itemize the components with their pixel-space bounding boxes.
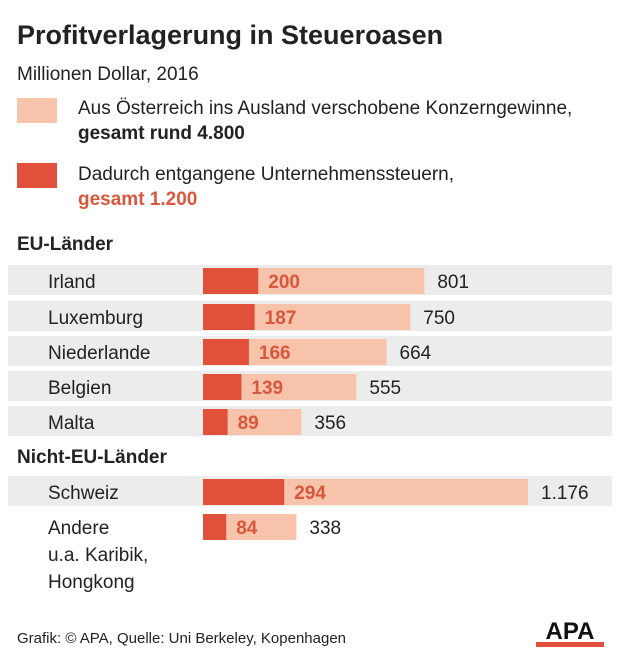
category-label: Niederlande: [48, 343, 150, 364]
legend-label-taxes: Dadurch entgangene Unternehmenssteuern,: [78, 164, 455, 185]
chart-title: Profitverlagerung in Steueroasen: [17, 20, 444, 50]
category-label: Irland: [48, 272, 96, 293]
profit-value-label: 555: [369, 378, 401, 399]
profit-value-label: 801: [437, 272, 469, 293]
legend-item-profits: Aus Österreich ins Ausland verschobene K…: [78, 96, 572, 146]
category-label: Belgien: [48, 378, 111, 399]
bar-tax: [203, 339, 249, 365]
profit-value-label: 1.176: [541, 483, 589, 504]
tax-value-label: 187: [265, 308, 297, 329]
legend-swatch-profits: [17, 98, 57, 123]
row-background: [8, 406, 612, 436]
profit-value-label: 356: [314, 413, 346, 434]
category-label: Andere u.a. Karibik, Hongkong: [48, 518, 148, 593]
legend-item-taxes: Dadurch entgangene Unternehmenssteuern, …: [78, 162, 454, 212]
tax-value-label: 89: [238, 413, 259, 434]
category-label: Schweiz: [48, 483, 119, 504]
section-title-non-eu: Nicht-EU-Länder: [17, 447, 167, 468]
tax-value-label: 139: [251, 378, 283, 399]
legend-total-profits: gesamt rund 4.800: [78, 123, 245, 144]
legend-total-taxes: gesamt 1.200: [78, 189, 198, 210]
apa-logo: APA: [536, 618, 604, 647]
section-title-eu: EU-Länder: [17, 234, 114, 255]
profit-value-label: 664: [400, 343, 432, 364]
apa-logo-text: APA: [546, 618, 595, 645]
legend-label-profits: Aus Österreich ins Ausland verschobene K…: [78, 98, 573, 119]
chart-subtitle: Millionen Dollar, 2016: [17, 64, 199, 85]
legend-swatch-taxes: [17, 163, 57, 188]
source-credit: Grafik: © APA, Quelle: Uni Berkeley, Kop…: [17, 630, 347, 647]
profit-value-label: 338: [309, 518, 341, 539]
tax-value-label: 166: [259, 343, 291, 364]
bar-tax: [203, 409, 228, 435]
category-label: Luxemburg: [48, 308, 143, 329]
bar-tax: [203, 304, 255, 330]
tax-value-label: 84: [236, 518, 258, 539]
apa-logo-bar: [536, 642, 604, 647]
bar-tax: [203, 268, 259, 294]
tax-value-label: 294: [294, 483, 326, 504]
bar-tax: [203, 514, 227, 540]
profit-value-label: 750: [423, 308, 455, 329]
bar-tax: [203, 374, 242, 400]
bar-tax: [203, 479, 285, 505]
category-label: Malta: [48, 413, 95, 434]
tax-value-label: 200: [268, 272, 300, 293]
